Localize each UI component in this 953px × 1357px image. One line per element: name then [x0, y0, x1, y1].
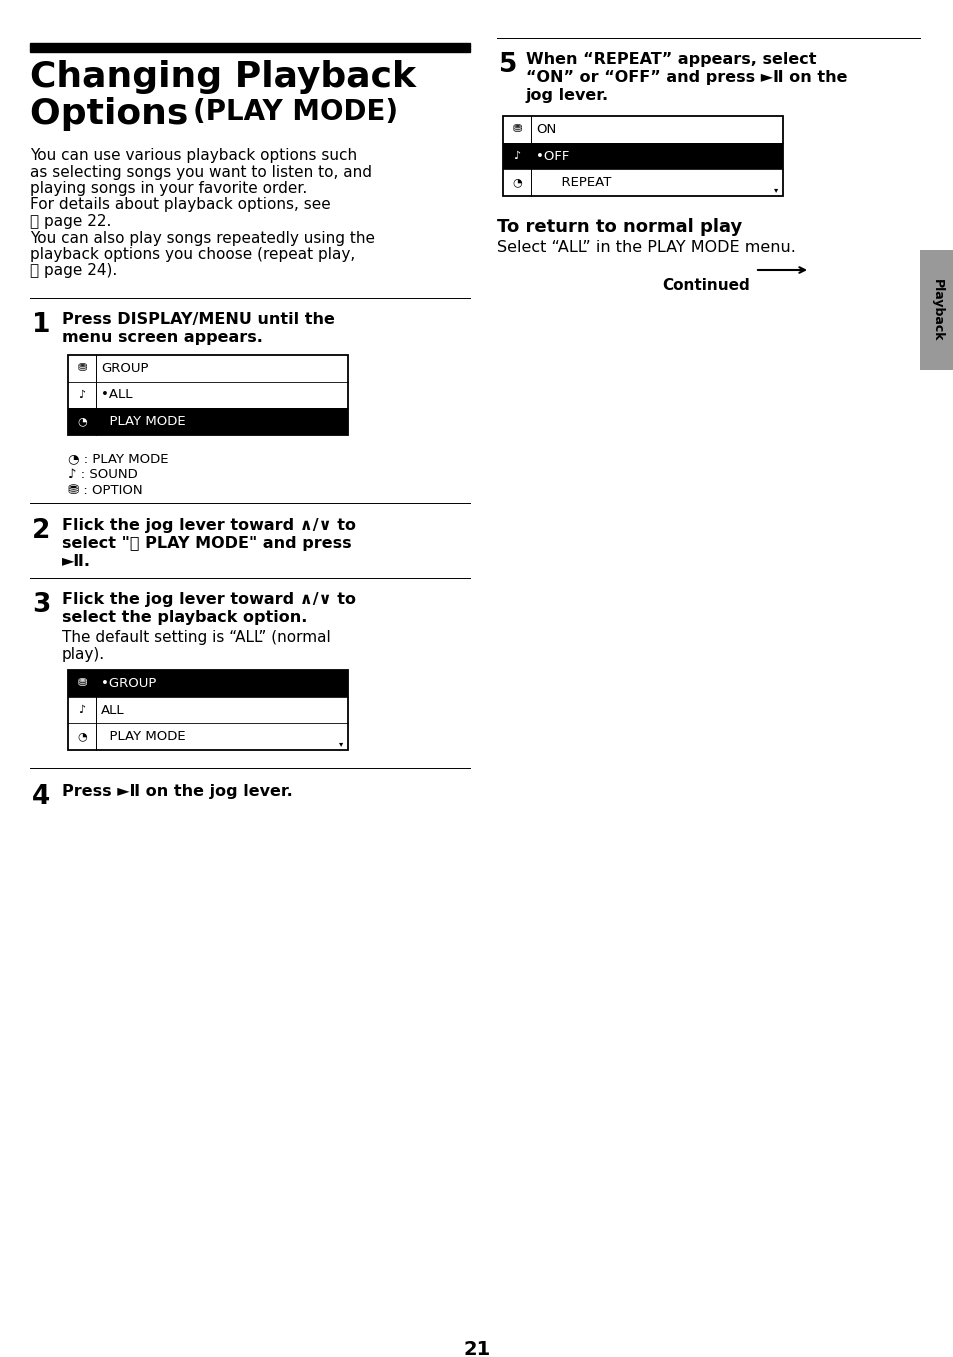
Text: ▾: ▾	[773, 185, 778, 194]
Text: ⛃ : OPTION: ⛃ : OPTION	[68, 484, 143, 497]
Text: ♪ : SOUND: ♪ : SOUND	[68, 468, 137, 480]
Text: ⛃: ⛃	[77, 364, 87, 373]
Text: Select “ALL” in the PLAY MODE menu.: Select “ALL” in the PLAY MODE menu.	[497, 240, 795, 255]
Text: ALL: ALL	[101, 703, 125, 716]
Text: 3: 3	[32, 592, 51, 617]
Text: menu screen appears.: menu screen appears.	[62, 330, 263, 345]
Bar	[96, 408, 348, 436]
Text: jog lever.: jog lever.	[525, 88, 608, 103]
Text: select "Ⓣ PLAY MODE" and press: select "Ⓣ PLAY MODE" and press	[62, 536, 352, 551]
Text: Ⓢ page 22.: Ⓢ page 22.	[30, 214, 112, 229]
Text: select the playback option.: select the playback option.	[62, 611, 307, 626]
Text: ◔ : PLAY MODE: ◔ : PLAY MODE	[68, 452, 169, 465]
Text: ►Ⅱ.: ►Ⅱ.	[62, 554, 91, 569]
Bar	[68, 356, 348, 436]
Text: When “REPEAT” appears, select: When “REPEAT” appears, select	[525, 52, 816, 66]
Text: PLAY MODE: PLAY MODE	[101, 415, 186, 429]
Bar	[919, 250, 953, 370]
Bar	[502, 115, 782, 195]
Text: The default setting is “ALL” (normal: The default setting is “ALL” (normal	[62, 630, 331, 645]
Text: Ⓢ page 24).: Ⓢ page 24).	[30, 263, 117, 278]
Text: GROUP: GROUP	[101, 362, 149, 375]
Text: ▾: ▾	[338, 740, 343, 748]
Bar	[531, 142, 782, 170]
Text: ⛃: ⛃	[512, 125, 521, 134]
Text: REPEAT: REPEAT	[536, 176, 611, 189]
Text: ON: ON	[536, 123, 556, 136]
Bar	[68, 670, 348, 750]
Text: For details about playback options, see: For details about playback options, see	[30, 198, 331, 213]
Text: •OFF: •OFF	[536, 149, 569, 163]
Text: Flick the jog lever toward ∧/∨ to: Flick the jog lever toward ∧/∨ to	[62, 518, 355, 533]
Bar	[68, 408, 96, 436]
Bar	[30, 43, 470, 52]
Text: ♪: ♪	[78, 389, 86, 400]
Text: ⛃: ⛃	[77, 678, 87, 688]
Text: ♪: ♪	[513, 151, 520, 161]
Text: Continued: Continued	[661, 278, 749, 293]
Text: 21: 21	[463, 1339, 490, 1357]
Text: You can also play songs repeatedly using the: You can also play songs repeatedly using…	[30, 231, 375, 246]
Text: 4: 4	[32, 784, 51, 810]
Text: playback options you choose (repeat play,: playback options you choose (repeat play…	[30, 247, 355, 262]
Text: 1: 1	[32, 312, 51, 338]
Text: To return to normal play: To return to normal play	[497, 218, 741, 236]
Text: Options: Options	[30, 96, 201, 132]
Text: (PLAY MODE): (PLAY MODE)	[193, 98, 397, 126]
Text: ♪: ♪	[78, 706, 86, 715]
Text: Press ►Ⅱ on the jog lever.: Press ►Ⅱ on the jog lever.	[62, 784, 293, 799]
Text: PLAY MODE: PLAY MODE	[101, 730, 186, 744]
Bar	[68, 670, 96, 696]
Text: playing songs in your favorite order.: playing songs in your favorite order.	[30, 180, 307, 195]
Text: •GROUP: •GROUP	[101, 677, 156, 689]
Text: ◔: ◔	[512, 178, 521, 187]
Text: 2: 2	[32, 518, 51, 544]
Text: Press DISPLAY/MENU until the: Press DISPLAY/MENU until the	[62, 312, 335, 327]
Text: play).: play).	[62, 647, 105, 662]
Text: You can use various playback options such: You can use various playback options suc…	[30, 148, 356, 163]
Bar	[502, 142, 531, 170]
Text: 5: 5	[498, 52, 517, 77]
Text: ◔: ◔	[77, 731, 87, 742]
Bar	[96, 670, 348, 696]
Text: as selecting songs you want to listen to, and: as selecting songs you want to listen to…	[30, 164, 372, 179]
Text: Playback: Playback	[929, 278, 943, 341]
Text: Changing Playback: Changing Playback	[30, 60, 416, 94]
Text: ▾: ▾	[338, 423, 343, 433]
Text: “ON” or “OFF” and press ►Ⅱ on the: “ON” or “OFF” and press ►Ⅱ on the	[525, 71, 846, 85]
Text: Flick the jog lever toward ∧/∨ to: Flick the jog lever toward ∧/∨ to	[62, 592, 355, 607]
Text: ◔: ◔	[77, 417, 87, 426]
Text: •ALL: •ALL	[101, 388, 132, 402]
